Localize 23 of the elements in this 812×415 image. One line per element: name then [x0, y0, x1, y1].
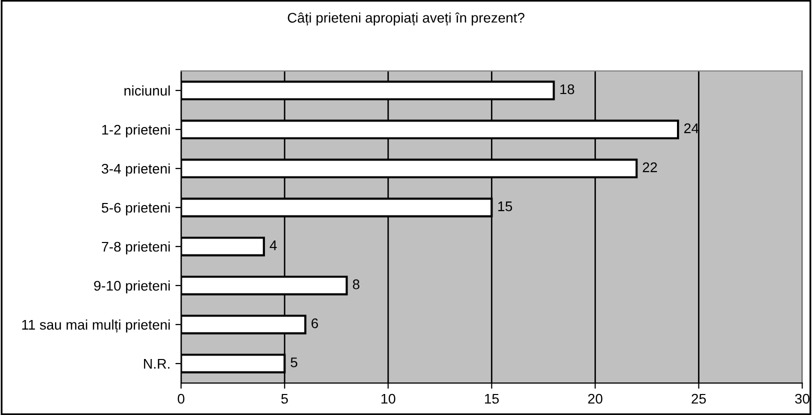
y-tick-label: 5-6 prieteni: [102, 202, 170, 216]
x-tick-label: 30: [795, 394, 810, 404]
y-tick-label: 3-4 prieteni: [102, 163, 170, 176]
data-label: 6: [312, 318, 318, 328]
x-tick-label: 0: [178, 394, 184, 404]
data-label: 18: [560, 84, 574, 94]
x-tick-label: 20: [588, 394, 602, 404]
data-label: 15: [498, 202, 512, 212]
y-tick-label: 7-8 prieteni: [102, 241, 170, 254]
data-label: 8: [352, 279, 360, 290]
data-label: 22: [642, 162, 657, 172]
y-tick-label: 11 sau mai mulți prieteni: [22, 319, 170, 333]
chart-title: Câți prieteni apropiați aveți în prezent?: [288, 12, 524, 26]
y-tick-label: niciunul: [124, 85, 170, 96]
data-label: 5: [290, 358, 298, 368]
y-tick-label: N.R.: [144, 359, 170, 369]
x-tick-label: 5: [281, 394, 288, 404]
x-tick-label: 10: [381, 394, 396, 404]
x-tick-label: 15: [485, 394, 499, 404]
y-tick-label: 9-10 prieteni: [94, 280, 170, 294]
x-tick-label: 25: [692, 394, 706, 404]
y-tick-label: 1-2 prieteni: [102, 124, 170, 138]
data-label: 4: [270, 240, 277, 250]
